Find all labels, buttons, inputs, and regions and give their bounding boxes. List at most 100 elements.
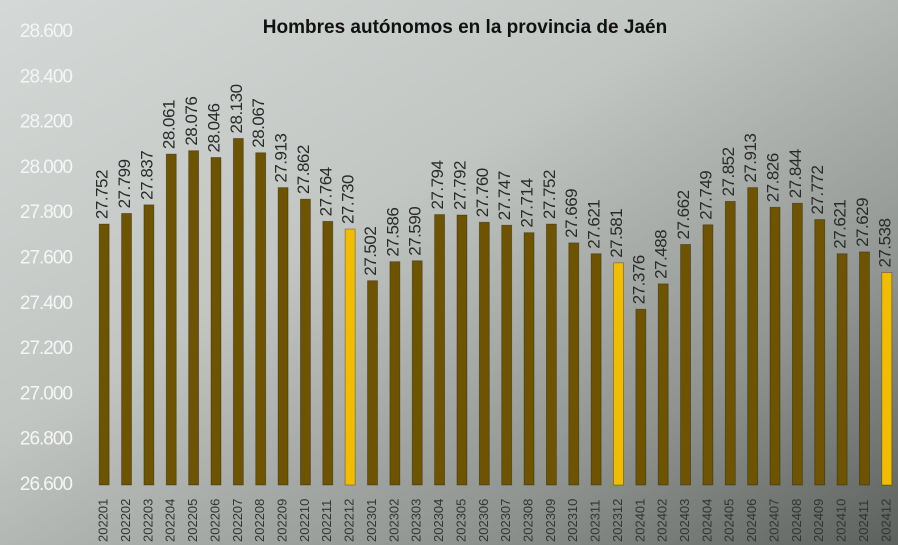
- y-tick-label: 27.200: [20, 338, 73, 359]
- bar: [144, 205, 154, 485]
- x-tick-label: 202402: [655, 499, 670, 542]
- bar: [166, 154, 176, 485]
- y-tick-label: 26.800: [20, 429, 73, 450]
- x-tick-label: 202307: [498, 499, 513, 542]
- bar: [524, 233, 534, 485]
- x-tick-label: 202304: [431, 499, 446, 542]
- x-tick-label: 202303: [409, 499, 424, 542]
- value-label: 27.538: [875, 219, 894, 268]
- value-label: 27.581: [607, 209, 626, 258]
- bar: [256, 153, 266, 485]
- value-label: 27.799: [115, 159, 134, 208]
- y-tick-label: 28.000: [20, 157, 73, 178]
- bar: [546, 224, 556, 485]
- value-label: 28.130: [227, 84, 246, 133]
- y-tick-label: 27.400: [20, 293, 73, 314]
- x-tick-label: 202404: [699, 499, 714, 542]
- x-tick-label: 202207: [230, 499, 245, 542]
- value-label: 27.760: [473, 168, 492, 217]
- value-label: 27.586: [383, 208, 402, 257]
- value-label: 27.852: [719, 147, 738, 196]
- value-label: 28.067: [249, 99, 268, 148]
- value-label: 27.502: [361, 227, 380, 276]
- x-tick-label: 202310: [565, 499, 580, 542]
- value-label: 27.747: [495, 171, 514, 220]
- value-label: 27.772: [808, 166, 827, 215]
- bar: [122, 213, 132, 485]
- value-label: 27.844: [786, 149, 805, 198]
- value-label: 27.837: [137, 151, 156, 200]
- bar: [502, 225, 512, 485]
- x-tick-label: 202308: [520, 499, 535, 542]
- value-label: 27.794: [428, 161, 447, 210]
- bar: [300, 199, 310, 485]
- value-label: 27.764: [316, 167, 335, 216]
- y-tick-label: 28.600: [20, 21, 73, 42]
- background: [0, 0, 898, 545]
- value-label: 27.621: [585, 200, 604, 249]
- bar: [345, 229, 355, 485]
- x-tick-label: 202210: [297, 499, 312, 542]
- bar: [748, 188, 758, 485]
- x-tick-label: 202209: [275, 499, 290, 542]
- x-tick-label: 202203: [140, 499, 155, 542]
- y-tick-label: 26.600: [20, 474, 73, 495]
- x-tick-label: 202208: [252, 499, 267, 542]
- value-label: 28.046: [204, 103, 223, 152]
- x-tick-label: 202403: [677, 499, 692, 542]
- value-label: 27.913: [741, 134, 760, 183]
- x-tick-label: 202309: [543, 499, 558, 542]
- bar: [725, 201, 735, 485]
- y-tick-label: 27.800: [20, 202, 73, 223]
- value-label: 27.590: [406, 207, 425, 256]
- value-label: 27.752: [540, 170, 559, 219]
- x-tick-label: 202409: [811, 499, 826, 542]
- bar: [189, 151, 199, 485]
- bar: [703, 225, 713, 485]
- value-label: 28.076: [182, 97, 201, 146]
- bar: [815, 220, 825, 485]
- bar: [233, 138, 243, 485]
- bar: [412, 261, 422, 485]
- x-tick-label: 202410: [834, 499, 849, 542]
- x-tick-label: 202407: [766, 499, 781, 542]
- x-tick-label: 202302: [386, 499, 401, 542]
- y-tick-label: 28.400: [20, 66, 73, 87]
- bar: [636, 309, 646, 485]
- bar: [323, 221, 333, 485]
- bar: [435, 215, 445, 485]
- bar: [390, 262, 400, 485]
- bar: [613, 263, 623, 485]
- chart: Hombres autónomos en la provincia de Jaé…: [0, 0, 898, 545]
- x-tick-label: 202408: [789, 499, 804, 542]
- bar: [278, 188, 288, 485]
- y-tick-label: 28.200: [20, 112, 73, 133]
- value-label: 27.488: [652, 230, 671, 279]
- bar: [658, 284, 668, 485]
- bar: [792, 203, 802, 485]
- value-label: 27.862: [294, 145, 313, 194]
- value-label: 27.752: [93, 170, 112, 219]
- value-label: 27.376: [629, 255, 648, 304]
- bar: [770, 207, 780, 485]
- x-tick-label: 202204: [163, 499, 178, 542]
- bar: [681, 244, 691, 485]
- value-label: 27.749: [696, 171, 715, 220]
- value-label: 28.061: [160, 100, 179, 149]
- value-label: 27.714: [518, 179, 537, 228]
- value-label: 27.792: [450, 161, 469, 210]
- value-label: 27.669: [562, 189, 581, 238]
- bar: [859, 252, 869, 485]
- y-tick-label: 27.600: [20, 248, 73, 269]
- x-tick-label: 202306: [476, 499, 491, 542]
- x-tick-label: 202211: [319, 500, 334, 542]
- bar: [479, 222, 489, 485]
- bar: [457, 215, 467, 485]
- x-tick-label: 202406: [744, 499, 759, 542]
- value-label: 27.629: [853, 198, 872, 247]
- value-label: 27.662: [674, 190, 693, 239]
- x-tick-label: 202405: [722, 499, 737, 542]
- chart-title: Hombres autónomos en la provincia de Jaé…: [263, 17, 667, 38]
- x-tick-label: 202212: [342, 499, 357, 542]
- x-tick-label: 202312: [610, 499, 625, 542]
